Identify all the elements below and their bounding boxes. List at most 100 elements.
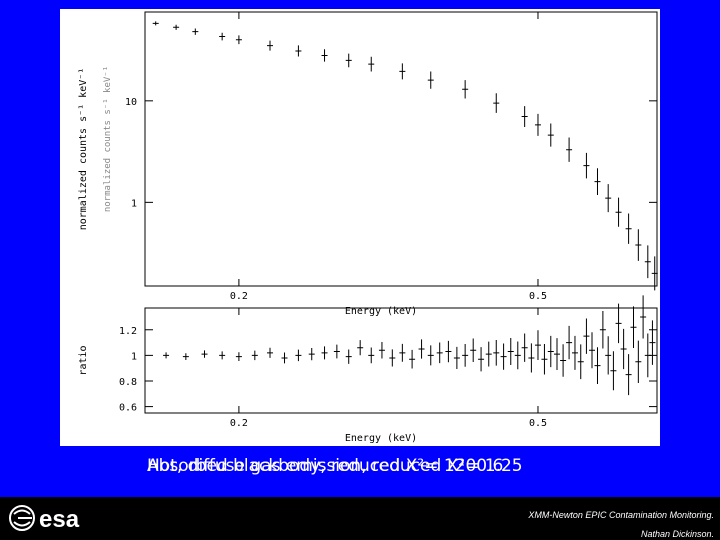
data-point-1-0-41 <box>577 344 584 380</box>
footer-note-author: Nathan Dickinson. <box>640 529 714 539</box>
plot-frame-0 <box>144 11 658 287</box>
data-point-0-0-10 <box>399 63 406 80</box>
y-axis-label-overlay-0: normalized counts s⁻¹ keV⁻¹ <box>103 66 113 212</box>
data-point-1-0-9 <box>308 347 315 361</box>
data-point-0-0-23 <box>635 229 642 261</box>
y-tick-label-1-0: 0.6 <box>119 403 137 414</box>
data-point-0-0-5 <box>267 40 274 51</box>
data-point-1-0-33 <box>528 343 535 373</box>
x-tick-label-1-1: 0.5 <box>529 418 547 429</box>
footer-bar: esa XMM-Newton EPIC Contamination Monito… <box>0 497 720 540</box>
data-point-1-0-32 <box>521 333 528 362</box>
data-point-1-0-48 <box>615 303 622 344</box>
data-point-1-0-15 <box>378 342 385 359</box>
data-point-1-0-17 <box>399 343 406 362</box>
data-point-1-0-50 <box>625 354 632 396</box>
data-point-1-0-31 <box>514 341 521 370</box>
data-point-0-0-3 <box>219 32 226 41</box>
footer-note-title: XMM-Newton EPIC Contamination Monitoring… <box>528 510 714 520</box>
data-point-1-0-46 <box>605 336 612 375</box>
data-point-1-0-54 <box>644 333 651 378</box>
data-point-1-0-27 <box>485 341 492 367</box>
data-point-0-0-8 <box>345 53 352 68</box>
data-point-1-0-18 <box>409 349 416 369</box>
data-point-0-0-16 <box>547 123 554 147</box>
data-point-1-0-51 <box>630 306 637 349</box>
data-point-0-0-15 <box>534 113 541 136</box>
x-axis-label-0: Energy (keV) <box>345 306 417 317</box>
data-point-1-0-2 <box>201 350 208 358</box>
data-point-1-0-22 <box>445 340 452 363</box>
y-tick-label-0-0: 1 <box>131 198 137 209</box>
data-point-0-0-14 <box>521 106 528 127</box>
x-tick-label-0-0: 0.2 <box>230 291 248 302</box>
data-point-0-0-19 <box>594 168 601 196</box>
data-point-1-0-11 <box>333 344 340 359</box>
data-point-1-0-30 <box>507 338 514 366</box>
data-point-1-0-10 <box>321 346 328 360</box>
data-point-1-0-39 <box>566 325 573 360</box>
data-point-1-0-19 <box>418 339 425 359</box>
data-point-1-0-13 <box>357 340 364 356</box>
data-point-1-0-43 <box>589 332 596 369</box>
data-point-1-0-23 <box>453 346 460 369</box>
data-point-1-0-0 <box>163 352 170 359</box>
y-tick-label-1-2: 1 <box>131 351 137 362</box>
data-point-0-0-18 <box>583 152 590 179</box>
data-point-1-0-12 <box>345 349 352 364</box>
x-tick-label-1-0: 0.2 <box>230 418 248 429</box>
data-point-0-0-2 <box>192 28 199 35</box>
data-point-1-0-38 <box>560 344 567 377</box>
data-point-1-0-8 <box>295 349 302 362</box>
y-tick-label-0-1: 10 <box>125 97 137 108</box>
data-point-1-0-21 <box>436 342 443 364</box>
data-point-1-0-45 <box>599 311 606 349</box>
data-point-0-0-7 <box>321 49 328 62</box>
esa-logo-icon: esa <box>9 505 80 533</box>
data-point-1-0-25 <box>470 338 477 363</box>
data-point-0-0-4 <box>235 35 242 45</box>
data-point-0-0-9 <box>368 56 375 72</box>
x-tick-label-0-1: 0.5 <box>529 291 547 302</box>
data-point-1-0-52 <box>635 340 642 383</box>
data-point-1-0-55 <box>649 320 656 365</box>
data-point-0-0-25 <box>651 256 658 291</box>
data-point-1-0-34 <box>534 330 541 361</box>
data-point-0-0-1 <box>173 24 180 30</box>
data-point-0-0-0 <box>152 21 159 26</box>
plot-frame-1 <box>144 307 658 414</box>
data-point-0-0-22 <box>625 213 632 244</box>
data-point-1-0-28 <box>493 340 500 366</box>
data-point-1-0-3 <box>219 351 226 360</box>
data-point-1-0-24 <box>462 343 469 367</box>
y-axis-label-0: normalized counts s⁻¹ keV⁻¹ <box>78 68 89 231</box>
data-point-1-0-49 <box>620 328 627 370</box>
data-point-0-0-11 <box>427 71 434 89</box>
data-point-1-0-20 <box>427 345 434 366</box>
data-point-1-0-37 <box>553 338 560 371</box>
plot-panel: 0.2 0.5 1 10 Energy (keV) normalized counts s… <box>60 9 660 446</box>
data-point-0-0-24 <box>644 245 651 279</box>
data-point-0-0-12 <box>462 80 469 99</box>
x-axis-label-1: Energy (keV) <box>345 433 417 444</box>
data-point-1-0-40 <box>571 335 578 370</box>
data-point-1-0-7 <box>281 352 288 364</box>
data-point-1-0-26 <box>478 347 485 372</box>
data-point-1-0-1 <box>182 353 189 361</box>
data-point-0-0-20 <box>605 184 612 213</box>
data-point-0-0-17 <box>566 137 573 162</box>
caption-line-b: Absorbed blackbody, reduced X²= 1200.6 <box>147 456 504 476</box>
data-point-1-0-14 <box>368 347 375 364</box>
y-tick-label-1-1: 0.8 <box>119 377 137 388</box>
data-point-1-0-47 <box>610 351 617 391</box>
data-point-1-0-6 <box>267 347 274 358</box>
data-point-1-0-16 <box>389 349 396 367</box>
data-point-1-0-44 <box>594 347 601 385</box>
esa-logo-text: esa <box>39 506 80 533</box>
data-point-0-0-6 <box>295 45 302 57</box>
data-point-1-0-42 <box>583 318 590 354</box>
y-axis-label-1: ratio <box>78 345 89 375</box>
caption-line-a: Hot, diffuse gas emission, reduced X²= 1… <box>147 456 523 476</box>
data-point-1-0-53 <box>640 295 647 339</box>
data-point-0-0-21 <box>615 197 622 227</box>
